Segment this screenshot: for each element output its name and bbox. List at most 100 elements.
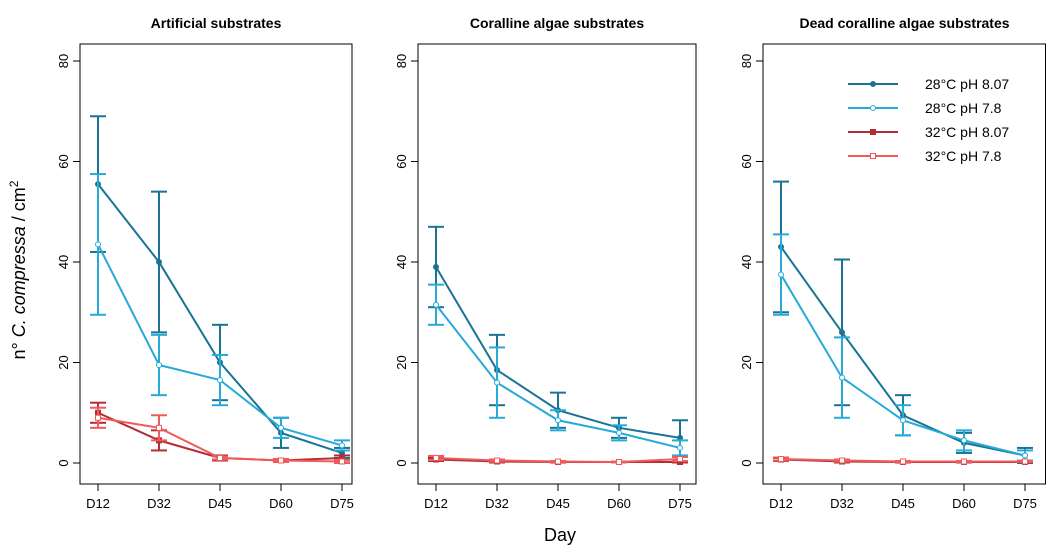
x-tick-label: D60: [607, 496, 631, 511]
legend-marker: [870, 105, 876, 111]
y-axis-label-unit: / cm: [9, 187, 29, 226]
series-1: [90, 115, 350, 459]
data-point: [339, 442, 345, 449]
chart-panel-3: Dead coralline algae substrates 0 20 40 60 80…: [739, 15, 1046, 511]
legend-label: 28°C pH 8.07: [925, 76, 1009, 92]
data-point: [494, 379, 500, 386]
data-point: [839, 374, 845, 381]
y-tick-label: 40: [394, 255, 409, 269]
y-axis-label: n° C. compressa / cm2: [7, 180, 29, 359]
y-tick-label: 20: [739, 355, 754, 369]
x-axis-label: Day: [544, 525, 576, 545]
legend-marker: [870, 153, 876, 159]
legend-label: 32°C pH 8.07: [925, 124, 1009, 140]
x-tick-label: D12: [424, 496, 448, 511]
y-tick-label: 40: [739, 255, 754, 269]
data-point: [95, 241, 101, 248]
data-point: [433, 454, 439, 461]
series-line: [97, 411, 343, 462]
data-point: [217, 377, 223, 384]
data-point: [494, 457, 500, 464]
data-point: [95, 414, 101, 421]
y-tick-label: 40: [56, 255, 71, 269]
legend-label: 28°C pH 7.8: [925, 100, 1002, 116]
series-4: [428, 454, 688, 465]
y-tick-label: 80: [56, 54, 71, 68]
x-tick-label: D60: [952, 496, 976, 511]
data-point: [961, 458, 967, 465]
y-axis-label-species: C. compressa: [9, 226, 29, 337]
x-tick-label: D45: [208, 496, 232, 511]
chart-title: Coralline algae substrates: [470, 15, 645, 31]
y-tick-label: 80: [739, 54, 754, 68]
legend-marker: [870, 129, 876, 135]
x-tick-label: D32: [147, 496, 171, 511]
y-axis-label-prefix: n°: [9, 337, 29, 359]
data-point: [156, 362, 162, 369]
y-tick-label: 60: [56, 154, 71, 168]
data-point: [677, 444, 683, 451]
x-tick-label: D75: [330, 496, 354, 511]
legend-item: 32°C pH 8.07: [848, 124, 1009, 140]
x-tick-label: D32: [485, 496, 509, 511]
chart-panel-2: Coralline algae substrates 0 20 40 60 80 D12 D3…: [394, 15, 697, 511]
data-point: [278, 457, 284, 464]
series-4: [90, 406, 350, 465]
y-axis-label-superscript: 2: [7, 180, 21, 187]
y-tick-label: 0: [56, 459, 71, 466]
y-tick-label: 60: [394, 154, 409, 168]
data-point: [156, 424, 162, 431]
x-tick-label: D12: [86, 496, 110, 511]
series-3: [90, 401, 350, 464]
plot-frame: [79, 43, 353, 485]
plot-frame: [417, 43, 697, 485]
data-point: [900, 458, 906, 465]
x-tick-label: D75: [1013, 496, 1037, 511]
chart-panel-1: Artificial substrates 0 20 40 60 80 D12 D32 D45 D…: [56, 15, 354, 511]
chart-title: Artificial substrates: [151, 15, 282, 31]
data-point: [555, 417, 561, 424]
y-tick-label: 0: [394, 459, 409, 466]
series-2: [428, 283, 688, 457]
data-point: [555, 458, 561, 465]
data-point: [433, 264, 439, 271]
y-tick-label: 20: [394, 355, 409, 369]
legend-item: 28°C pH 8.07: [848, 76, 1009, 92]
data-point: [778, 271, 784, 278]
x-tick-label: D12: [769, 496, 793, 511]
data-point: [278, 424, 284, 431]
data-point: [778, 455, 784, 462]
legend-item: 32°C pH 7.8: [848, 148, 1002, 164]
y-tick-label: 80: [394, 54, 409, 68]
data-point: [900, 417, 906, 424]
x-tick-label: D45: [891, 496, 915, 511]
data-point: [339, 458, 345, 465]
data-point: [616, 458, 622, 465]
data-point: [677, 455, 683, 462]
series-2: [773, 233, 1033, 462]
data-point: [217, 454, 223, 461]
x-tick-label: D75: [668, 496, 692, 511]
series-2: [90, 173, 350, 452]
data-point: [1022, 452, 1028, 459]
y-tick-label: 20: [56, 355, 71, 369]
legend-label: 32°C pH 7.8: [925, 148, 1002, 164]
data-point: [616, 429, 622, 436]
data-point: [156, 259, 162, 265]
data-point: [1022, 458, 1028, 465]
legend-item: 28°C pH 7.8: [848, 100, 1002, 116]
x-tick-label: D60: [269, 496, 293, 511]
data-point: [433, 301, 439, 308]
legend: 28°C pH 8.07 28°C pH 7.8 32°C pH 8.07 32°C …: [848, 76, 1009, 164]
legend-marker: [870, 81, 876, 87]
data-point: [839, 457, 845, 464]
series-4: [773, 455, 1033, 465]
x-tick-label: D45: [546, 496, 570, 511]
data-point: [839, 329, 845, 336]
y-tick-label: 0: [739, 459, 754, 466]
y-tick-label: 60: [739, 154, 754, 168]
svg-text:n° C. compressa / cm2: n° C. compressa / cm2: [7, 180, 29, 359]
chart-title: Dead coralline algae substrates: [799, 15, 1009, 31]
